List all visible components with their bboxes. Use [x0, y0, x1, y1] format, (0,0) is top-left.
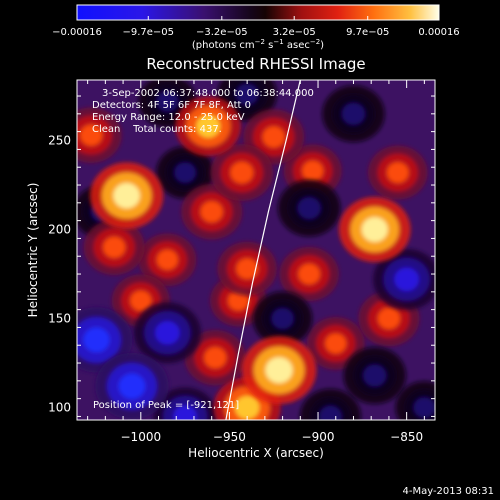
x-tick-label: −850 — [390, 430, 423, 444]
y-axis: 100 150 200 250 — [48, 95, 435, 417]
negative-blob — [373, 248, 435, 310]
negative-blob — [343, 347, 406, 404]
annotation-energy: Energy Range: 12.0 - 25.0 keV — [92, 112, 245, 123]
negative-blob — [133, 302, 201, 364]
colorbar-tick-label: 3.2e−05 — [273, 27, 316, 38]
y-tick-label: 150 — [48, 312, 71, 326]
colorbar-tick-label: −3.2e−05 — [196, 27, 248, 38]
image-intensity-layer — [77, 80, 435, 420]
emission-blob — [184, 329, 246, 386]
negative-blob — [153, 387, 218, 420]
negative-blob — [77, 307, 133, 373]
emission-blob — [83, 219, 145, 276]
annotation-detectors: Detectors: 4F 5F 6F 7F 8F, Att 0 — [92, 100, 251, 111]
negative-blob — [395, 381, 435, 420]
emission-blob — [89, 162, 164, 230]
colorbar-gradient — [76, 4, 440, 21]
colorbar-tick-label: 9.7e−05 — [346, 27, 389, 38]
emission-blob — [175, 96, 241, 157]
chart-title: Reconstructed RHESSI Image — [146, 55, 365, 73]
negative-blob — [95, 352, 169, 420]
y-tick-label: 250 — [48, 134, 71, 148]
y-axis-label: Heliocentric Y (arcsec) — [26, 183, 40, 318]
emission-blob — [77, 107, 122, 163]
emission-blob — [210, 144, 274, 201]
x-axis: −1000 −950 −900 −850 — [87, 80, 425, 444]
x-tick-label: −1000 — [121, 430, 162, 444]
colorbar-tick-label: −0.00016 — [52, 27, 102, 38]
solar-limb-line — [225, 80, 301, 420]
colorbar: −0.00016 −9.7e−05 −3.2e−05 3.2e−05 9.7e−05 0.… — [52, 4, 460, 51]
x-tick-label: −950 — [213, 430, 246, 444]
colorbar-tick-label: −9.7e−05 — [122, 27, 174, 38]
plot-frame — [76, 79, 436, 421]
colorbar-ticks: −0.00016 −9.7e−05 −3.2e−05 3.2e−05 9.7e−05 0.… — [52, 16, 460, 38]
emission-blob — [181, 184, 243, 240]
y-tick-label: 200 — [48, 223, 71, 237]
plot-area — [77, 80, 435, 420]
annotation-time-range: 3-Sep-2002 06:37:48.000 to 06:38:44.000 — [102, 88, 314, 99]
emission-blob — [338, 196, 411, 263]
negative-blob — [322, 85, 385, 143]
negative-blob — [252, 291, 313, 346]
negative-blob — [277, 179, 341, 237]
annotation-peak: Position of Peak = [-921,121] — [93, 400, 239, 411]
y-tick-label: 100 — [48, 401, 71, 415]
emission-blob — [241, 336, 317, 405]
emission-blob — [368, 145, 428, 200]
emission-blob — [306, 317, 365, 370]
colorbar-unit-label: (photons cm−2 s−1 asec−2) — [192, 38, 324, 51]
annotations: 3-Sep-2002 06:37:48.000 to 06:38:44.000 … — [92, 88, 314, 411]
emission-blob — [217, 241, 277, 296]
emission-blob — [279, 247, 339, 302]
emission-blob — [138, 233, 197, 287]
negative-blob — [156, 146, 215, 199]
x-tick-label: −900 — [302, 430, 335, 444]
footer-date: 4-May-2013 08:31 — [402, 486, 494, 497]
annotation-clean: Clean Total counts: 437. — [92, 124, 222, 135]
colorbar-tick-label: 0.00016 — [418, 27, 459, 38]
x-axis-label: Heliocentric X (arcsec) — [188, 446, 324, 460]
